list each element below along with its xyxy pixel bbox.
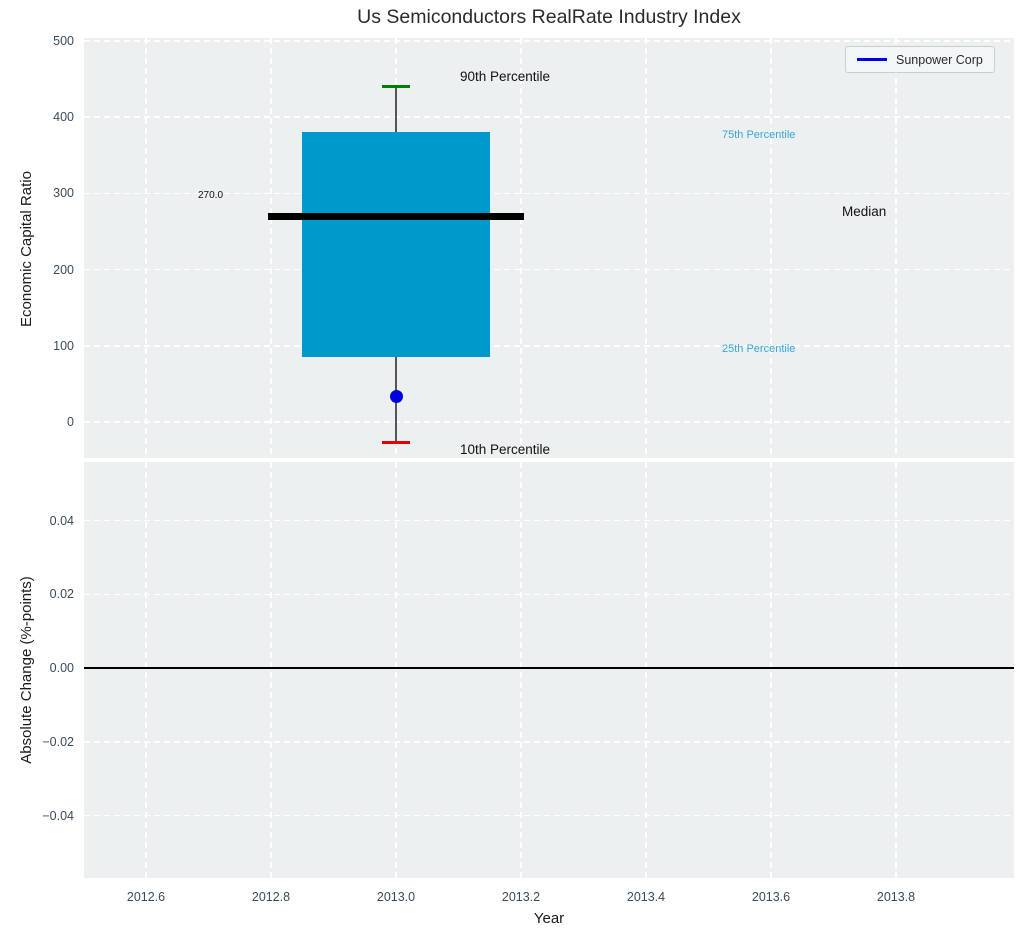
- xtick-label: 2012.6: [126, 890, 166, 904]
- ytick-label: 300: [53, 186, 74, 201]
- gridline: [645, 462, 647, 878]
- bottom-panel-plot-area: [84, 462, 1014, 878]
- gridline: [84, 40, 1014, 42]
- median-line: [268, 212, 524, 220]
- legend-label: Sunpower Corp: [896, 52, 983, 67]
- ytick-label: 0.00: [49, 661, 74, 675]
- gridline: [145, 38, 147, 458]
- ytick-label: −0.04: [42, 808, 74, 823]
- ytick-label: 200: [53, 262, 74, 277]
- xtick-label: 2013.4: [626, 890, 666, 904]
- gridline: [84, 345, 1014, 347]
- gridline: [770, 462, 772, 878]
- whisker-cap-10th: [382, 441, 410, 445]
- gridline: [84, 593, 1014, 595]
- ytick-label: 0.04: [49, 513, 74, 528]
- gridline: [770, 38, 772, 458]
- gridline: [520, 462, 522, 878]
- gridline: [84, 519, 1014, 522]
- annotation-10th-percentile: 10th Percentile: [460, 442, 551, 457]
- chart-title: Us Semiconductors RealRate Industry Inde…: [357, 6, 741, 28]
- gridline: [84, 268, 1014, 271]
- gridline: [145, 462, 147, 878]
- xtick-label: 2013.0: [376, 890, 416, 904]
- gridline: [270, 38, 272, 458]
- top-panel-plot-area: [84, 38, 1014, 458]
- gridline: [895, 462, 897, 878]
- legend: Sunpower Corp: [845, 46, 995, 73]
- gridline: [84, 192, 1014, 195]
- annotation-90th-percentile: 90th Percentile: [460, 69, 551, 84]
- annotation-median: Median: [842, 204, 887, 219]
- ytick-label: 400: [53, 110, 74, 125]
- gridline: [270, 462, 272, 878]
- gridline: [395, 462, 397, 878]
- gridline: [84, 116, 1014, 118]
- ytick-label: 100: [53, 338, 74, 353]
- annotation-75th-percentile: 75th Percentile: [722, 129, 796, 141]
- ytick-label: 0: [67, 415, 74, 429]
- annotation-25th-percentile: 25th Percentile: [722, 343, 796, 355]
- gridline: [895, 38, 897, 458]
- xtick-label: 2012.8: [251, 890, 291, 904]
- gridline: [84, 741, 1014, 743]
- ytick-label: 0.02: [49, 587, 74, 602]
- gridline: [520, 38, 522, 458]
- sunpower-data-point: [389, 390, 403, 404]
- gridline: [84, 421, 1014, 423]
- xtick-label: 2013.8: [876, 890, 916, 904]
- xtick-label: 2013.2: [501, 890, 541, 904]
- iqr-box: [302, 132, 490, 358]
- legend-line-swatch: [857, 58, 887, 61]
- zero-reference-line: [84, 667, 1014, 669]
- whisker-cap-90th: [382, 85, 410, 89]
- x-axis-label: Year: [533, 910, 565, 927]
- gridline: [84, 814, 1014, 817]
- ytick-label: 500: [53, 34, 74, 48]
- annotation-median-value: 270.0: [198, 190, 224, 201]
- gridline: [645, 38, 647, 458]
- ytick-label: −0.02: [42, 734, 74, 749]
- xtick-label: 2013.6: [751, 890, 791, 904]
